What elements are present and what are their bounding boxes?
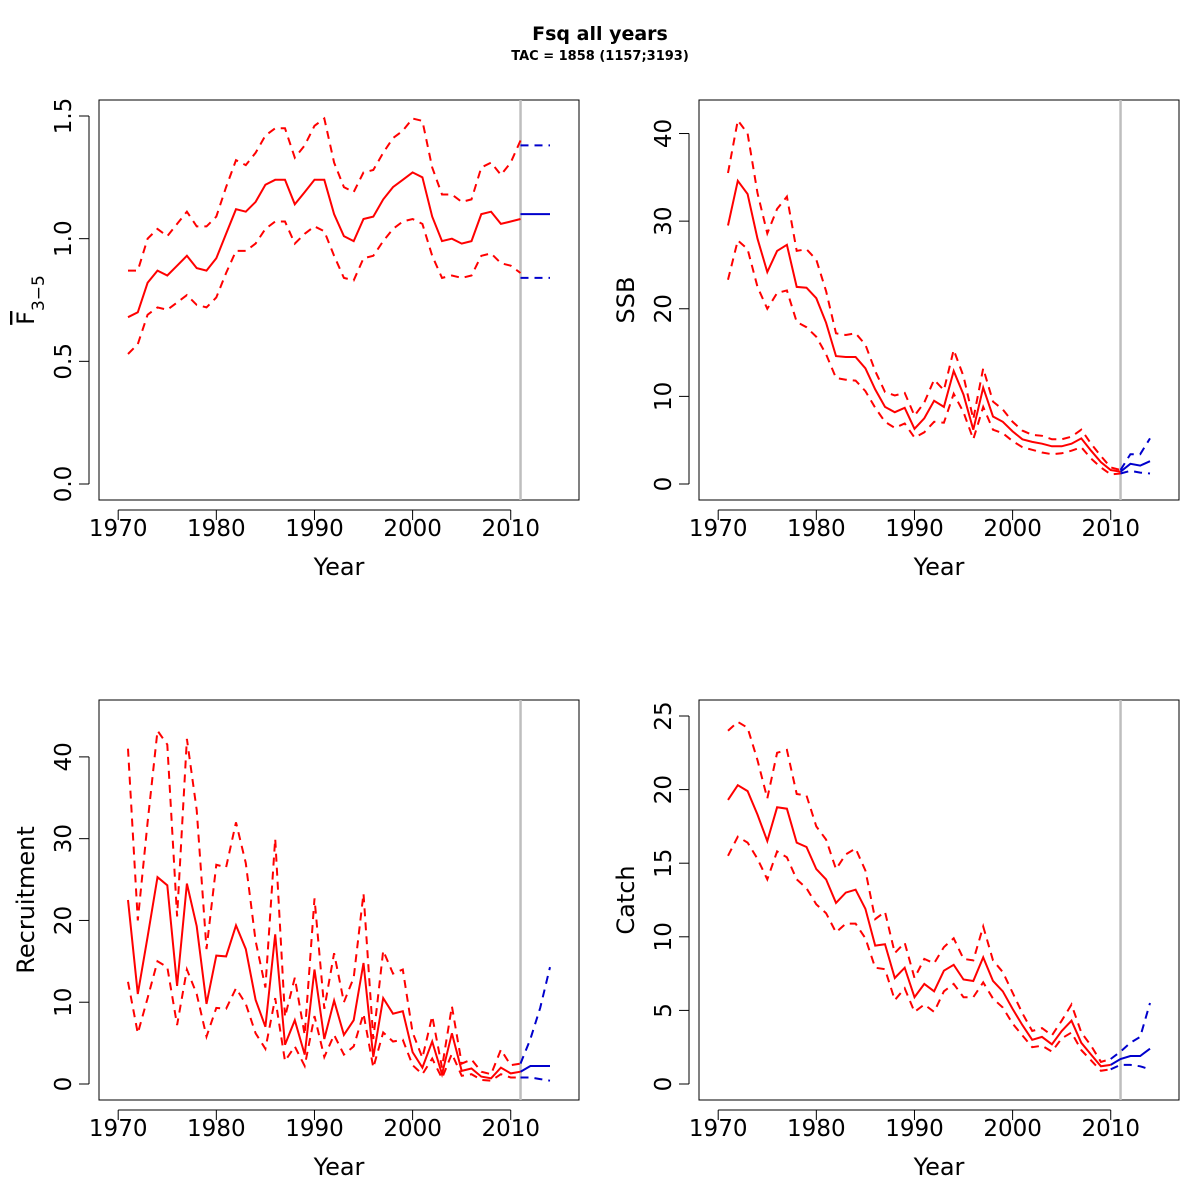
recruitment-y-axis-label: Recruitment — [12, 826, 40, 973]
f3-5-x-tick-label: 1980 — [187, 516, 246, 542]
ssb-x-tick-label: 2010 — [1081, 516, 1140, 542]
catch-y-tick-label: 10 — [651, 922, 677, 951]
catch-projection-estimate-line — [1110, 1047, 1151, 1066]
ssb-x-axis-label: Year — [913, 553, 965, 581]
f3-5-y-axis-label: F3−5 — [12, 275, 49, 325]
recruitment-x-tick-label: 2000 — [383, 1116, 442, 1142]
ssb-y-tick-label: 30 — [651, 207, 677, 236]
recruitment-x-tick-label: 2010 — [481, 1116, 540, 1142]
catch-y-tick-label: 25 — [651, 701, 677, 730]
ssb-projection-lower-bound-line — [1120, 469, 1151, 475]
ssb-x-tick-label: 1990 — [885, 516, 944, 542]
recruitment-historic-upper-bound-line — [127, 727, 521, 1076]
catch-y-tick-label: 20 — [651, 775, 677, 804]
f3-5-x-tick-label: 1970 — [89, 516, 148, 542]
recruitment-projection-upper-bound-line — [519, 966, 551, 1064]
ssb-x-tick-label: 1980 — [787, 516, 846, 542]
ssb-y-axis-label: SSB — [612, 277, 640, 324]
catch-y-tick-label: 5 — [651, 1003, 677, 1018]
catch-projection-lower-bound-line — [1110, 1063, 1151, 1071]
ssb-historic-estimate-line — [727, 178, 1121, 473]
catch-x-tick-label: 1980 — [787, 1116, 846, 1142]
recruitment-y-tick-label: 40 — [51, 742, 77, 771]
ssb-projection-estimate-line — [1119, 460, 1151, 473]
catch-x-tick-label: 2000 — [983, 1116, 1042, 1142]
catch-x-tick-label: 2010 — [1081, 1116, 1140, 1142]
f3-5-historic-estimate-line — [127, 171, 521, 319]
recruitment-projection-estimate-line — [520, 1065, 550, 1073]
catch-y-axis-label: Catch — [612, 865, 640, 934]
f3-5-plot-frame — [98, 99, 580, 501]
f3-5-y-tick-label: 0.0 — [51, 466, 77, 503]
recruitment-y-tick-label: 0 — [51, 1077, 77, 1092]
panel-ssb: 1970 1980 1990 2000 2010 Year 0 10 20 30 40 SSB — [612, 99, 1180, 581]
catch-x-tick-label: 1990 — [885, 1116, 944, 1142]
panel-catch: 1970 1980 1990 2000 2010 Year 0 5 10 15 20 25 Catch — [612, 699, 1180, 1181]
f3-5-x-tick-label: 2000 — [383, 516, 442, 542]
ssb-x-tick-label: 1970 — [689, 516, 748, 542]
f3-5-y-tick-label: 1.0 — [51, 220, 77, 257]
catch-historic-lower-bound-line — [727, 835, 1111, 1072]
recruitment-historic-lower-bound-line — [127, 959, 521, 1082]
figure-subtitle: TAC = 1858 (1157;3193) — [511, 49, 689, 64]
f3-5-historic-lower-bound-line — [127, 217, 522, 355]
catch-y-tick-label: 0 — [651, 1077, 677, 1092]
catch-historic-upper-bound-line — [727, 720, 1111, 1064]
ssb-historic-upper-bound-line — [727, 117, 1121, 471]
f3-5-y-tick-label: 1.5 — [51, 98, 77, 135]
recruitment-y-tick-label: 30 — [51, 824, 77, 853]
ssb-y-tick-label: 20 — [651, 294, 677, 323]
recruitment-x-tick-label: 1970 — [89, 1116, 148, 1142]
f3-5-x-tick-label: 1990 — [285, 516, 344, 542]
catch-y-tick-label: 15 — [651, 849, 677, 878]
f3-5-x-tick-label: 2010 — [481, 516, 540, 542]
ssb-y-tick-label: 10 — [651, 382, 677, 411]
recruitment-historic-estimate-line — [127, 875, 521, 1080]
recruitment-x-tick-label: 1990 — [285, 1116, 344, 1142]
catch-plot-frame — [698, 699, 1180, 1101]
panel-recruitment: 1970 1980 1990 2000 2010 Year 0 10 20 30 40 Recruit… — [12, 699, 580, 1181]
catch-historic-estimate-line — [727, 783, 1111, 1068]
ssb-historic-lower-bound-line — [727, 238, 1121, 476]
figure-title: Fsq all years — [532, 23, 668, 45]
panel-f: 1970 1980 1990 2000 2010 Year 0.0 0.5 1.0 1.5 F3−5 — [12, 98, 580, 581]
f3-5-x-axis-label: Year — [313, 553, 365, 581]
ssb-y-tick-label: 0 — [651, 477, 677, 492]
catch-x-tick-label: 1970 — [689, 1116, 748, 1142]
ssb-x-tick-label: 2000 — [983, 516, 1042, 542]
recruitment-y-tick-label: 10 — [51, 988, 77, 1017]
recruitment-x-axis-label: Year — [313, 1153, 365, 1181]
ssb-plot-frame — [698, 99, 1180, 501]
catch-projection-upper-bound-line — [1110, 1002, 1151, 1060]
recruitment-y-tick-label: 20 — [51, 906, 77, 935]
recruitment-projection-lower-bound-line — [520, 1076, 551, 1082]
f3-5-historic-upper-bound-line — [128, 116, 522, 272]
recruitment-x-tick-label: 1980 — [187, 1116, 246, 1142]
recruitment-plot-frame — [98, 699, 580, 1101]
f3-5-y-tick-label: 0.5 — [51, 343, 77, 380]
ssb-y-tick-label: 40 — [651, 119, 677, 148]
catch-x-axis-label: Year — [913, 1153, 965, 1181]
